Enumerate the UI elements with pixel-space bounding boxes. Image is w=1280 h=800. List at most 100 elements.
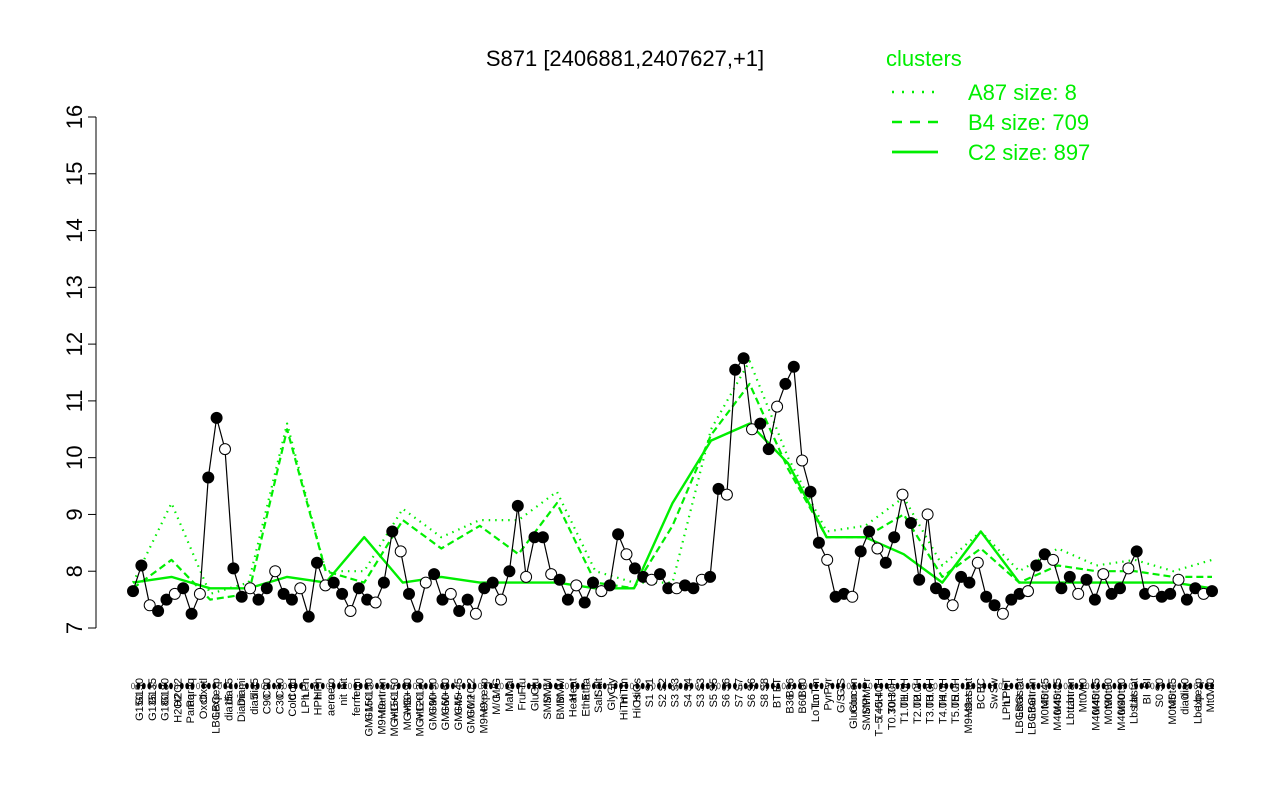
- data-point: [386, 525, 399, 538]
- data-point: [277, 587, 290, 600]
- x-rug-mark: [429, 682, 434, 690]
- x-tick-label-lower: Diami: [236, 694, 248, 722]
- x-tick-label-lower: G135: [147, 694, 159, 721]
- x-rug-mark: [1069, 682, 1073, 690]
- x-tick-label-lower: nit: [338, 694, 350, 706]
- data-point: [1063, 570, 1076, 583]
- data-point: [804, 485, 817, 498]
- x-rug-mark: [499, 682, 504, 690]
- x-rug-mark: [543, 682, 548, 690]
- x-tick-label: M40t90: [1116, 678, 1128, 715]
- data-point: [645, 573, 658, 586]
- x-tick-label-lower: S2: [657, 694, 669, 707]
- x-rug-mark: [1080, 682, 1084, 690]
- data-point: [796, 454, 809, 467]
- x-rug-mark: [494, 682, 499, 690]
- x-rug-mark: [554, 682, 558, 690]
- x-rug-mark: [158, 682, 163, 690]
- data-point: [570, 579, 583, 592]
- data-point: [436, 593, 449, 606]
- data-point: [595, 585, 608, 598]
- x-rug-mark: [1107, 682, 1111, 690]
- data-point: [863, 525, 876, 538]
- data-point: [461, 593, 474, 606]
- data-point: [428, 568, 441, 581]
- x-tick-label-lower: M40t45: [1052, 694, 1064, 731]
- x-tick-label: G180: [160, 678, 172, 705]
- x-rug-mark: [781, 682, 786, 690]
- x-tick-label-lower: T−5.40H: [874, 694, 886, 737]
- x-rug-mark: [250, 682, 255, 690]
- x-tick-label-lower: T1.0H: [899, 694, 911, 724]
- data-point: [185, 607, 198, 620]
- x-tick-label: Pyr: [823, 678, 835, 695]
- x-rug-mark: [597, 682, 602, 690]
- x-rug-mark: [803, 682, 808, 690]
- y-tick-label: 16: [62, 105, 87, 129]
- x-rug-mark: [743, 682, 748, 690]
- data-point: [988, 599, 1001, 612]
- data-point: [1105, 587, 1118, 600]
- x-tick-label-lower: G180: [160, 694, 172, 721]
- x-rug-mark: [586, 682, 591, 690]
- x-tick-label-lower: Heat: [568, 694, 580, 717]
- x-tick-label: Lbstat: [1129, 678, 1141, 708]
- data-point: [193, 587, 206, 600]
- x-tick-label: MG+150: [389, 678, 401, 721]
- x-tick-label: M40t45: [1090, 678, 1102, 715]
- x-tick-label: MG+90: [402, 678, 414, 714]
- data-point: [729, 363, 742, 376]
- x-rug-mark: [716, 682, 721, 690]
- y-tick-label: 14: [62, 218, 87, 242]
- data-point: [202, 471, 215, 484]
- x-tick-label: S1: [644, 678, 656, 691]
- x-rug-mark: [1047, 682, 1052, 690]
- y-tick-label: 15: [62, 162, 87, 186]
- data-point: [1172, 573, 1185, 586]
- x-rug-mark: [749, 682, 754, 690]
- x-rug-mark: [510, 682, 515, 690]
- x-tick-label: S3: [695, 678, 707, 691]
- x-rug-mark: [380, 682, 385, 690]
- x-tick-label-lower: BMM: [555, 694, 567, 720]
- x-tick-label: GM+0.2: [466, 678, 478, 717]
- x-tick-label-lower: M9−exp: [478, 694, 490, 733]
- x-rug-mark: [640, 682, 645, 690]
- x-rug-mark: [955, 682, 960, 690]
- data-point: [1122, 562, 1135, 575]
- data-point: [1005, 593, 1018, 606]
- x-rug-mark: [434, 682, 439, 690]
- x-tick-label-lower: M0t45: [1039, 694, 1051, 725]
- x-rug-mark: [201, 682, 206, 690]
- y-tick-label: 8: [62, 565, 87, 577]
- y-tick-label: 11: [62, 389, 87, 412]
- data-point: [779, 377, 792, 390]
- data-point: [210, 411, 223, 424]
- x-rug-mark: [364, 682, 369, 690]
- x-rug-mark: [559, 682, 564, 690]
- x-tick-label-lower: S5: [708, 694, 720, 707]
- x-tick-label: T0.30H: [886, 678, 898, 714]
- x-rug-mark: [456, 682, 461, 690]
- x-tick-label-lower: G/S: [835, 694, 847, 713]
- x-tick-label-lower: M/G: [491, 694, 503, 715]
- x-tick-label-lower: S8: [759, 694, 771, 707]
- x-rug-mark: [244, 682, 249, 690]
- x-rug-mark: [505, 682, 510, 690]
- x-tick-label: C90: [262, 678, 274, 698]
- x-rug-mark: [770, 682, 775, 690]
- x-tick-label-lower: dia0: [1180, 694, 1192, 715]
- y-tick-label: 7: [62, 622, 87, 634]
- x-rug-mark: [418, 682, 423, 690]
- x-rug-mark: [673, 682, 678, 690]
- x-rug-mark: [662, 682, 667, 690]
- x-rug-mark: [358, 682, 363, 690]
- x-tick-label-lower: Mt0: [1205, 694, 1217, 712]
- x-tick-label-lower: GM+0.2: [466, 694, 478, 733]
- x-rug-mark: [141, 682, 146, 690]
- x-tick-label-lower: T3.0H: [925, 694, 937, 724]
- x-rug-mark: [320, 682, 325, 690]
- x-tick-label-lower: T0.30H: [886, 694, 898, 730]
- x-tick-label-lower: B60: [797, 694, 809, 714]
- x-rug-mark: [261, 682, 266, 690]
